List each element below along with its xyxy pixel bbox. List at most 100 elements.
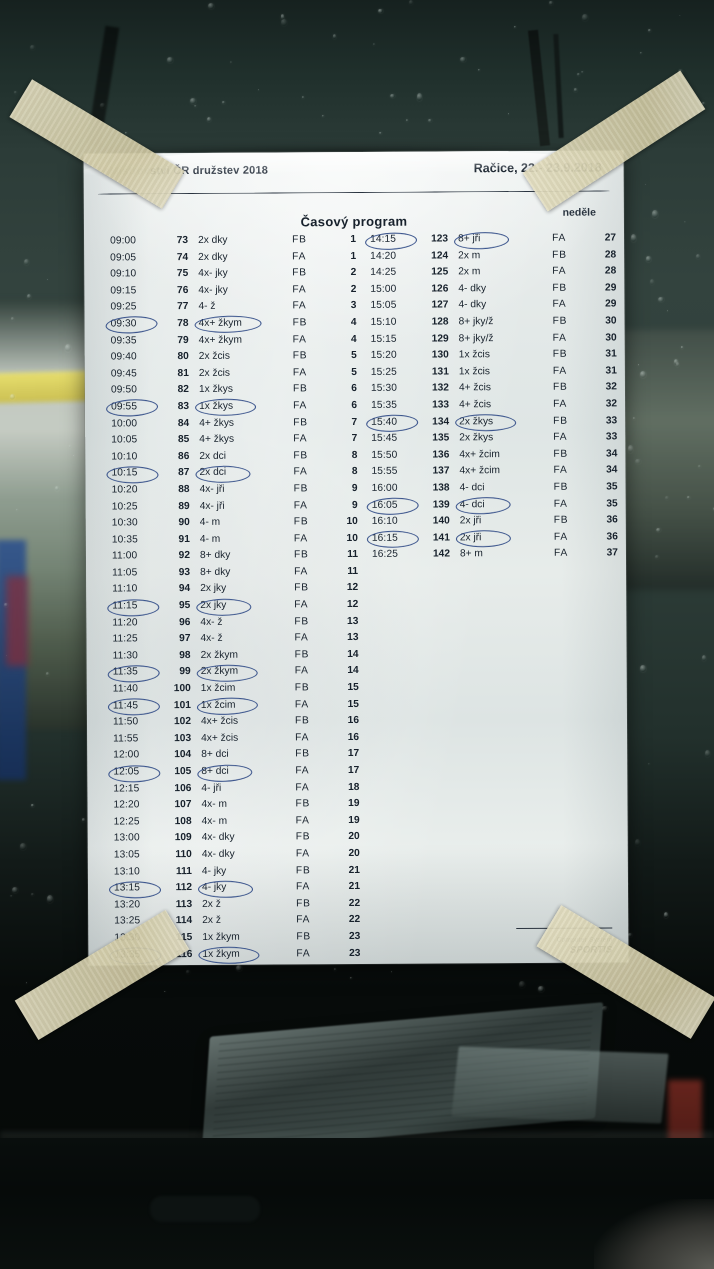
- race-number: 128: [431, 316, 449, 328]
- race-time: 10:25: [111, 500, 138, 512]
- race-event: 1x žcim: [200, 682, 236, 694]
- race-number: 100: [173, 683, 191, 695]
- race-event: 2x dci: [199, 450, 227, 462]
- race-event: 2x jky: [200, 599, 227, 612]
- race-final-group: FB: [293, 483, 309, 495]
- race-final-group: FB: [294, 715, 310, 727]
- race-final-group: FB: [292, 267, 307, 279]
- race-event: 4- m: [199, 516, 221, 529]
- race-order: 21: [348, 864, 360, 876]
- race-number: 79: [177, 334, 189, 346]
- race-final-group: FB: [292, 350, 308, 362]
- race-order: 9: [351, 482, 358, 494]
- race-final-group: FA: [295, 881, 311, 893]
- race-event: 4+ žcis: [459, 399, 492, 411]
- race-time: 11:30: [112, 650, 138, 662]
- race-time: 14:25: [370, 266, 397, 279]
- race-event: 2x jky: [200, 583, 227, 595]
- race-order: 7: [351, 433, 358, 445]
- timetable-columns: 09:00 73 2x dky FB 1 09:05 74 2x dky FA 1 09:10 75 4…: [84, 230, 628, 966]
- race-final-group: FA: [294, 665, 309, 677]
- race-order: 17: [347, 748, 360, 760]
- race-event: 4- m: [199, 533, 221, 545]
- race-final-group: FA: [295, 848, 310, 860]
- race-order: 11: [347, 549, 359, 561]
- race-number: 112: [175, 882, 193, 894]
- race-order: 3: [350, 300, 357, 312]
- race-event: 1x žkys: [199, 400, 234, 412]
- race-event: 8+ m: [459, 548, 483, 560]
- race-time: 12:20: [113, 799, 140, 811]
- race-final-group: FB: [295, 798, 311, 810]
- race-number: 109: [174, 832, 192, 844]
- race-event: 4+ žkys: [199, 433, 235, 446]
- race-number: 140: [432, 515, 450, 527]
- race-number: 90: [178, 517, 190, 529]
- race-event: 2x jři: [459, 515, 482, 527]
- race-event: 4x- m: [201, 815, 228, 827]
- race-time: 10:05: [111, 434, 138, 446]
- race-final-group: FB: [292, 317, 308, 329]
- race-number: 97: [179, 633, 191, 645]
- race-number: 134: [432, 415, 450, 428]
- race-time: 16:00: [371, 482, 398, 494]
- race-final-group: FB: [552, 382, 568, 394]
- race-number: 87: [178, 467, 190, 479]
- race-order: 15: [347, 698, 359, 710]
- race-time: 11:10: [112, 583, 138, 595]
- race-event: 4- dky: [458, 282, 487, 295]
- race-order: 20: [348, 831, 360, 843]
- race-time: 15:10: [370, 316, 397, 328]
- race-final-group: FB: [292, 234, 307, 246]
- race-number: 132: [431, 382, 449, 394]
- race-order: 7: [351, 416, 358, 428]
- race-order: 27: [604, 232, 617, 244]
- race-number: 76: [176, 284, 189, 296]
- race-event: 1x žcim: [200, 699, 236, 711]
- race-number: 91: [178, 533, 190, 545]
- race-event: 8+ dci: [201, 749, 229, 761]
- race-number: 106: [174, 782, 192, 794]
- race-number: 142: [432, 548, 451, 560]
- race-time: 16:25: [371, 549, 399, 561]
- race-time: 15:20: [370, 349, 397, 362]
- race-order: 1: [350, 233, 357, 246]
- dashboard-vent: [150, 1196, 260, 1222]
- race-time: 09:40: [110, 351, 137, 363]
- race-order: 15: [347, 682, 359, 694]
- race-order: 13: [347, 615, 359, 627]
- race-number: 108: [174, 815, 192, 827]
- race-time: 13:10: [113, 865, 140, 878]
- race-time: 11:05: [112, 567, 138, 579]
- race-time: 10:10: [111, 451, 138, 463]
- race-time: 09:55: [111, 401, 138, 413]
- race-time: 16:15: [371, 532, 398, 544]
- race-order: 29: [605, 298, 617, 310]
- race-time: 11:20: [112, 616, 138, 629]
- race-order: 18: [348, 781, 360, 793]
- race-number: 80: [177, 351, 189, 363]
- race-order: 23: [349, 947, 361, 959]
- race-event: 2x dky: [198, 251, 228, 263]
- race-number: 107: [174, 799, 192, 811]
- race-event: 4x- ž: [200, 633, 223, 645]
- race-order: 22: [348, 897, 361, 909]
- race-number: 130: [431, 349, 449, 361]
- race-event: 4x+ žcim: [459, 465, 500, 477]
- race-time: 15:05: [370, 300, 397, 312]
- race-order: 37: [606, 547, 619, 559]
- race-order: 32: [605, 398, 618, 410]
- race-final-group: FA: [294, 566, 309, 578]
- race-time: 11:25: [112, 633, 138, 645]
- race-order: 5: [351, 366, 357, 378]
- race-number: 102: [173, 716, 192, 728]
- race-time: 13:15: [113, 882, 141, 894]
- race-event: 8+ jky/ž: [458, 316, 494, 328]
- race-number: 127: [431, 299, 449, 311]
- race-order: 1: [350, 250, 357, 262]
- race-time: 13:20: [114, 899, 141, 911]
- race-final-group: FB: [293, 516, 309, 528]
- race-number: 135: [432, 432, 450, 444]
- race-order: 28: [604, 265, 617, 277]
- race-time: 09:35: [110, 334, 137, 347]
